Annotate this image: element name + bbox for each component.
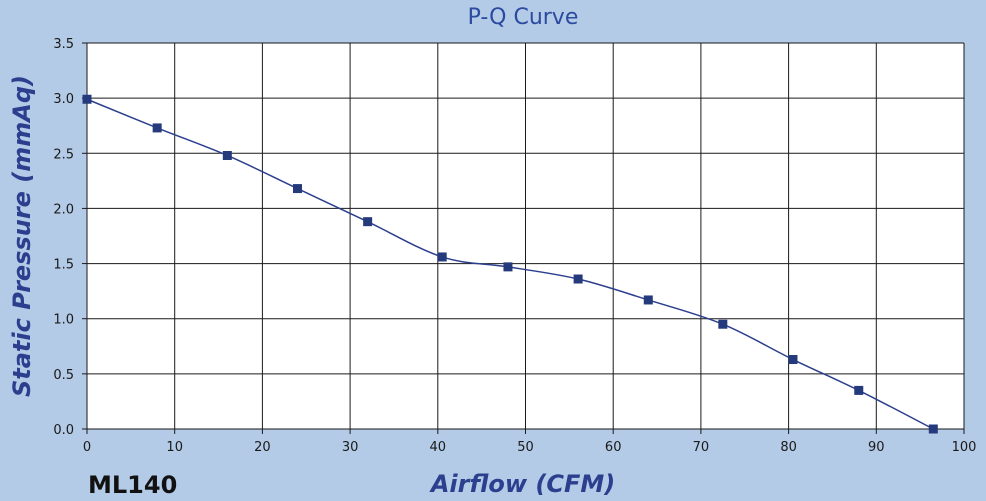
data-point-marker <box>292 184 302 194</box>
data-point-marker <box>718 319 728 329</box>
y-tick-label: 0.5 <box>53 368 74 383</box>
chart-title: P-Q Curve <box>468 5 579 30</box>
data-point-marker <box>928 424 938 434</box>
data-point-marker <box>788 355 798 365</box>
data-point-marker <box>643 295 653 305</box>
x-tick-label: 40 <box>430 440 447 455</box>
data-point-marker <box>363 217 373 227</box>
y-tick-label: 3.5 <box>53 37 74 52</box>
x-axis-title: Airflow (CFM) <box>429 470 615 498</box>
x-tick-label: 60 <box>605 440 622 455</box>
data-point-marker <box>573 274 583 284</box>
data-point-marker <box>437 252 447 262</box>
y-axis-title: Static Pressure (mmAq) <box>8 75 36 397</box>
x-tick-label: 80 <box>780 440 797 455</box>
y-tick-label: 1.0 <box>53 313 74 328</box>
grid-lines <box>82 42 965 434</box>
data-point-marker <box>503 262 513 272</box>
data-point-marker <box>82 94 92 104</box>
y-tick-label: 2.0 <box>53 202 74 217</box>
series-layer <box>82 94 938 434</box>
tick-labels: 0 10 20 30 40 50 60 70 80 90 100 0.0 0.5 1.0 1.5 2.0 2.5… <box>53 37 976 455</box>
x-tick-label: 0 <box>83 440 91 455</box>
x-tick-label: 50 <box>517 440 534 455</box>
y-tick-label: 1.5 <box>53 258 74 273</box>
x-tick-label: 20 <box>254 440 271 455</box>
data-point-marker <box>152 123 162 133</box>
data-point-marker <box>222 150 232 160</box>
x-tick-label: 90 <box>868 440 885 455</box>
x-tick-label: 30 <box>342 440 359 455</box>
data-point-marker <box>854 385 864 395</box>
x-tick-label: 70 <box>693 440 710 455</box>
y-tick-label: 0.0 <box>53 423 74 438</box>
x-tick-label: 10 <box>166 440 183 455</box>
y-tick-label: 2.5 <box>53 147 74 162</box>
y-tick-label: 3.0 <box>53 92 74 107</box>
x-tick-label: 100 <box>952 440 977 455</box>
model-label: ML140 <box>88 471 177 499</box>
